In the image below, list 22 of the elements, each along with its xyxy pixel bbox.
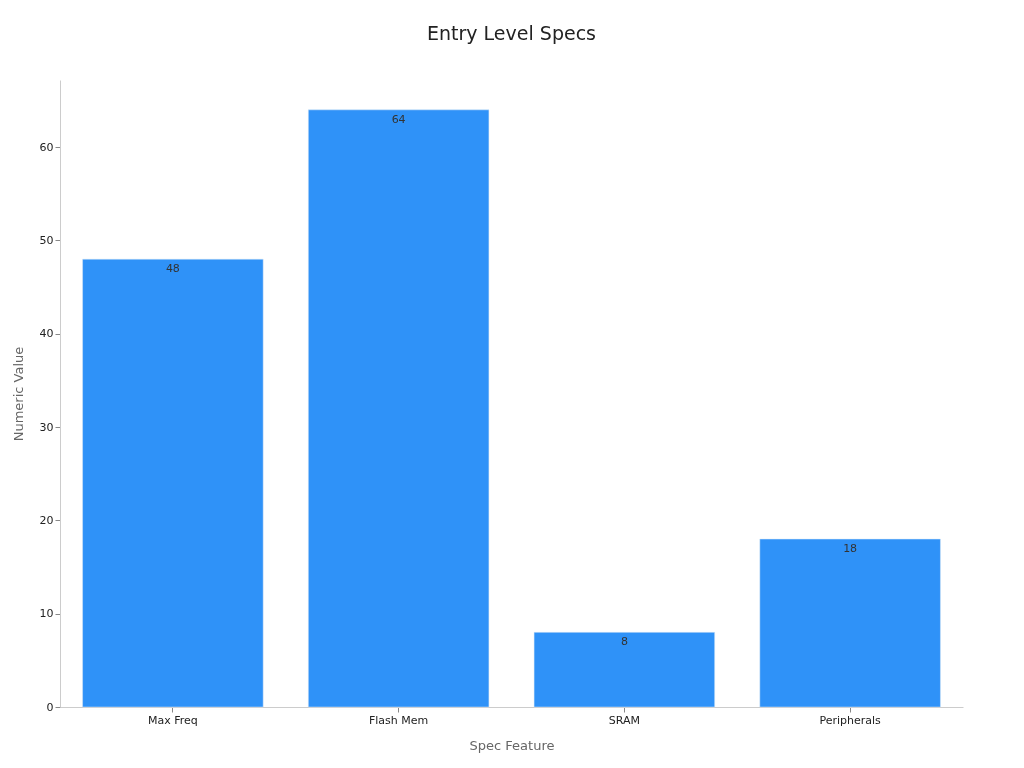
y-tick-label: 50 — [39, 233, 54, 247]
bar — [533, 632, 715, 708]
y-axis-title: Numeric Value — [10, 346, 26, 442]
x-tick-label: Peripherals — [819, 713, 882, 727]
data-label: 8 — [620, 635, 628, 649]
y-tick-label: 60 — [39, 140, 54, 154]
y-tick-label: 30 — [39, 420, 54, 434]
y-tick-label: 0 — [46, 700, 54, 714]
chart-title: Entry Level Specs — [427, 22, 596, 44]
data-label: 48 — [165, 262, 180, 276]
data-label: 64 — [391, 112, 406, 126]
y-tick-label: 10 — [39, 607, 54, 621]
bar — [759, 538, 941, 708]
x-tick-label: SRAM — [608, 713, 640, 727]
x-tick-label: Max Freq — [147, 713, 198, 727]
bar — [82, 258, 264, 708]
y-tick-label: 20 — [39, 513, 54, 527]
data-label: 18 — [843, 542, 858, 556]
x-axis-title: Spec Feature — [469, 737, 555, 753]
bar — [308, 109, 490, 708]
x-tick-label: Flash Mem — [368, 713, 429, 727]
y-tick-label: 40 — [39, 327, 54, 341]
